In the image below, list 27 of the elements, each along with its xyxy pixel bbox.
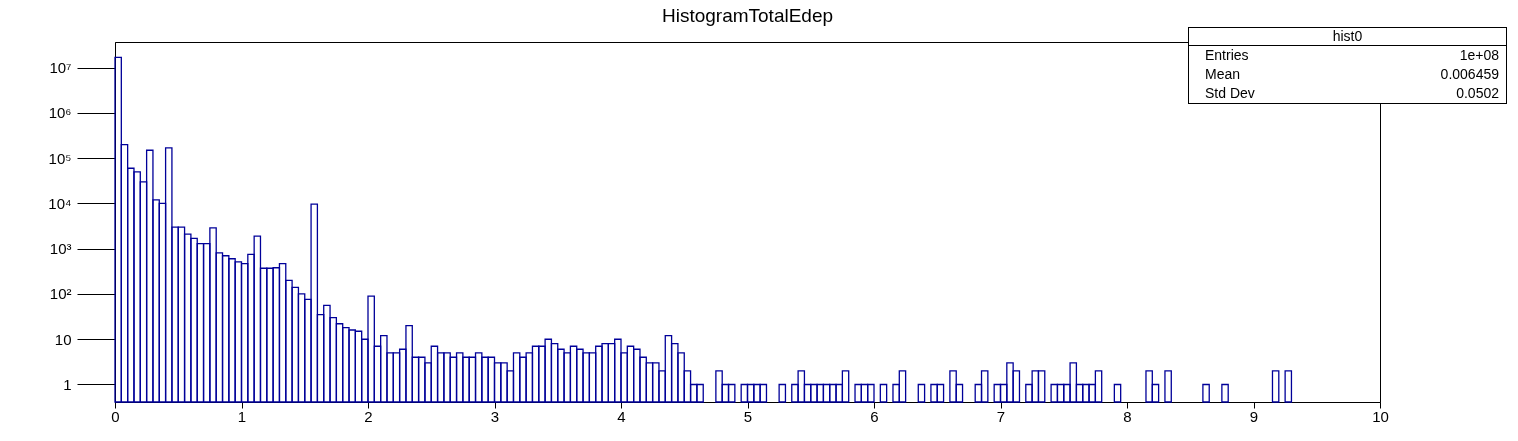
y-tick-label: 10² [49, 285, 72, 303]
text: 1e+08 [1459, 46, 1499, 65]
y-tick-label: 10³ [49, 240, 72, 258]
x-tick-label: 1 [237, 407, 247, 425]
y-tick-label: 1 [63, 375, 72, 393]
text: 0.006459 [1440, 65, 1499, 84]
x-tick-label: 0 [111, 407, 120, 425]
x-tick-label: 8 [1123, 407, 1132, 425]
x-tick-label: 6 [870, 407, 879, 425]
x-tick-label: 4 [617, 407, 626, 425]
x-tick-label: 7 [996, 407, 1006, 425]
annotation: Entries [1205, 46, 1249, 65]
x-tick-label: 5 [743, 407, 753, 425]
x-tick-label: 10 [1372, 407, 1389, 425]
y-tick-label: 10⁴ [48, 194, 72, 212]
text: 0.0502 [1456, 84, 1499, 103]
x-tick-label: 2 [364, 407, 373, 425]
y-tick-label: 10 [54, 330, 72, 348]
annotation: Mean [1205, 65, 1241, 84]
x-tick-label: 3 [490, 407, 500, 425]
y-tick-label: 10⁶ [48, 104, 72, 122]
annotation: Std Dev [1205, 84, 1255, 103]
annotation: hist0 [1189, 28, 1506, 46]
chart-title: HistogramTotalEdep [661, 5, 834, 26]
x-tick-label: 9 [1249, 407, 1259, 425]
y-tick-label: 10⁷ [49, 59, 72, 77]
y-tick-label: 10⁵ [48, 149, 72, 167]
